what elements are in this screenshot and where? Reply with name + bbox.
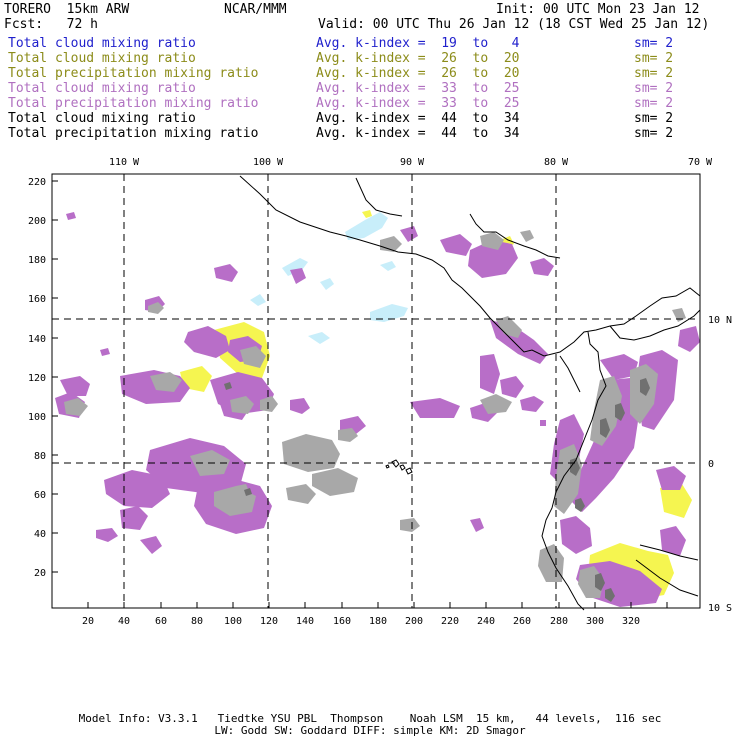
legend-field: Total cloud mixing ratio (8, 51, 196, 66)
legend-kindex: Avg. k-index = 33 to 25 (316, 81, 520, 96)
legend-kindex: Avg. k-index = 33 to 25 (316, 96, 520, 111)
x-tick-label: 140 (296, 616, 314, 627)
lat-lon-gridlines (52, 174, 700, 608)
map-frame (51, 173, 701, 609)
lon-label: 100 W (253, 157, 284, 168)
x-grid-tick-labels: 20 40 60 80 100 120 140 160 180 200 220 … (82, 616, 640, 627)
x-tick-label: 240 (477, 616, 495, 627)
legend-field: Total precipitation mixing ratio (8, 66, 259, 81)
y-tick-label: 100 (28, 412, 46, 423)
init-time: Init: 00 UTC Mon 23 Jan 12 (496, 2, 700, 17)
legend-field: Total cloud mixing ratio (8, 111, 196, 126)
legend-sm: sm= 2 (634, 51, 674, 66)
legend-field: Total precipitation mixing ratio (8, 126, 259, 141)
legend-kindex: Avg. k-index = 26 to 20 (316, 66, 520, 81)
organization: NCAR/MMM (224, 2, 287, 17)
x-tick-label: 320 (622, 616, 640, 627)
x-tick-label: 40 (118, 616, 130, 627)
legend-field: Total cloud mixing ratio (8, 81, 196, 96)
legend-field: Total precipitation mixing ratio (8, 96, 259, 111)
dark-gray-fields (224, 378, 650, 602)
legend-sm: sm= 2 (634, 66, 674, 81)
lon-label: 90 W (400, 157, 425, 168)
legend-sm: sm= 2 (634, 126, 674, 141)
legend-kindex: Avg. k-index = 26 to 20 (316, 51, 520, 66)
model-info-line2: LW: Godd SW: Goddard DIFF: simple KM: 2D… (214, 724, 526, 737)
y-grid-tick-labels: 220 200 180 160 140 120 100 80 60 40 20 (28, 177, 46, 579)
y-grid-ticks (52, 180, 58, 573)
legend-field: Total cloud mixing ratio (8, 36, 196, 51)
latitude-labels: 10 N 0 10 S (708, 315, 732, 614)
x-tick-label: 160 (333, 616, 351, 627)
lon-label: 70 W (688, 157, 713, 168)
lon-label: 110 W (109, 157, 140, 168)
y-tick-label: 80 (34, 451, 46, 462)
lat-label: 0 (708, 459, 714, 470)
x-tick-label: 220 (441, 616, 459, 627)
forecast-hour: Fcst: 72 h (4, 17, 98, 32)
legend-sm: sm= 2 (634, 36, 674, 51)
legend-kindex: Avg. k-index = 44 to 34 (316, 126, 520, 141)
x-tick-label: 180 (369, 616, 387, 627)
y-tick-label: 40 (34, 529, 46, 540)
legend-sm: sm= 2 (634, 96, 674, 111)
y-tick-label: 60 (34, 490, 46, 501)
x-tick-label: 300 (586, 616, 604, 627)
longitude-labels: 110 W 100 W 90 W 80 W 70 W (109, 157, 713, 168)
x-tick-label: 200 (405, 616, 423, 627)
lon-label: 80 W (544, 157, 569, 168)
legend-kindex: Avg. k-index = 19 to 4 (316, 36, 520, 51)
lat-label: 10 N (708, 315, 732, 326)
y-tick-label: 120 (28, 373, 46, 384)
y-tick-label: 160 (28, 294, 46, 305)
x-tick-label: 100 (224, 616, 242, 627)
x-tick-label: 80 (191, 616, 203, 627)
model-info-line1: Model Info: V3.3.1 Tiedtke YSU PBL Thomp… (78, 712, 662, 725)
light-blue-fields (250, 212, 408, 344)
x-tick-label: 60 (155, 616, 167, 627)
y-tick-label: 20 (34, 568, 46, 579)
legend-kindex: Avg. k-index = 44 to 34 (316, 111, 520, 126)
valid-time: Valid: 00 UTC Thu 26 Jan 12 (18 CST Wed … (318, 17, 710, 32)
purple-fields (55, 212, 700, 607)
model-name: TORERO 15km ARW (4, 2, 130, 17)
x-tick-label: 20 (82, 616, 94, 627)
y-tick-label: 200 (28, 216, 46, 227)
y-tick-label: 220 (28, 177, 46, 188)
legend-sm: sm= 2 (634, 111, 674, 126)
x-grid-ticks (87, 602, 668, 608)
x-tick-label: 260 (513, 616, 531, 627)
x-tick-label: 120 (260, 616, 278, 627)
legend-sm: sm= 2 (634, 81, 674, 96)
y-tick-label: 140 (28, 334, 46, 345)
lat-label: 10 S (708, 603, 732, 614)
y-tick-label: 180 (28, 255, 46, 266)
x-tick-label: 280 (550, 616, 568, 627)
coastlines (239, 175, 701, 611)
